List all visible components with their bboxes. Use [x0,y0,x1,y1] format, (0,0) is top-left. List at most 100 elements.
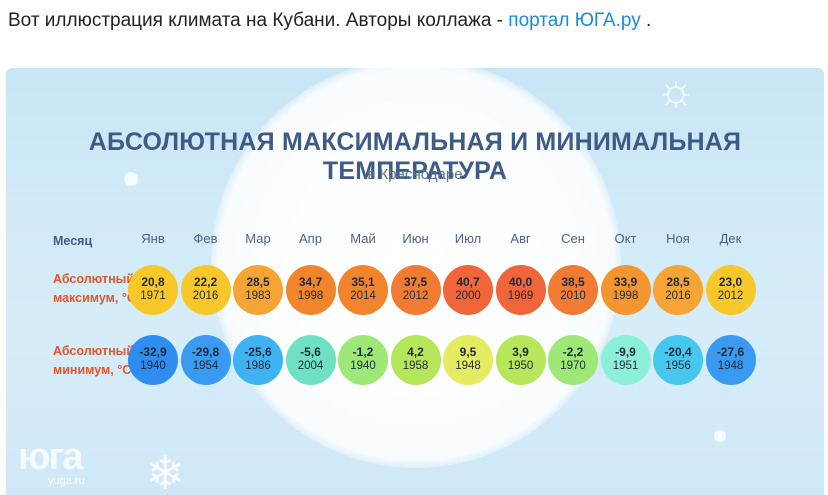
temp-year: 2012 [717,290,744,302]
temp-year: 1950 [507,360,534,372]
max-temp-circle: 33,9 1998 [600,265,651,315]
max-temp-circle: 37,5 2012 [390,265,441,315]
row-label-min: Абсолютный минимум, °C [53,344,135,377]
temp-year: 1940 [350,360,376,372]
min-temp-circle: -29,8 1954 [180,335,231,385]
temp-year: 1998 [612,290,639,302]
month-label: Ноя [666,231,690,246]
infographic-title: АБСОЛЮТНАЯ МАКСИМАЛЬНАЯ И МИНИМАЛЬНАЯ ТЕ… [88,128,742,185]
temp-value: 28,5 [666,275,690,289]
min-temp-circle: -20,4 1956 [653,335,703,385]
temp-year: 1971 [140,290,166,302]
temp-value: -25,6 [244,345,272,359]
max-temp-circle: 28,5 2016 [653,265,703,315]
temp-value: 4,2 [407,345,424,359]
min-temp-circle: 4,2 1958 [390,335,441,385]
watermark-site: yuga.ru [48,475,85,487]
temp-year: 1986 [245,360,271,372]
min-temp-circle: -2,2 1970 [548,335,598,385]
temp-value: 38,5 [561,275,585,289]
month-label: Июн [402,231,429,246]
temp-year: 1970 [560,360,586,372]
max-temp-circle: 20,8 1971 [128,265,178,315]
temp-year: 1956 [665,360,691,372]
temp-value: -9,9 [615,345,636,359]
max-temp-circle: 40,7 2000 [443,265,493,315]
max-temp-circle: 28,5 1983 [233,265,283,315]
min-temp-circle: 9,5 1948 [443,335,493,385]
temp-value: -5,6 [300,345,321,359]
infographic-subtitle: в Краснодаре [367,166,463,183]
temp-year: 1954 [192,360,219,372]
min-temp-circle: -32,9 1940 [128,335,178,385]
min-temp-circle: -5,6 2004 [285,335,336,385]
temp-year: 2004 [297,360,324,372]
climate-infographic: ☼ ❄ юга yuga.ru АБСОЛЮТНАЯ МАКСИМАЛЬНАЯ … [6,68,824,495]
temp-value: -32,9 [139,345,167,359]
temp-year: 2014 [350,290,376,302]
temp-value: -2,2 [562,345,584,359]
temp-value: -20,4 [664,345,692,359]
temp-year: 1998 [297,290,324,302]
temp-value: 28,5 [246,275,270,289]
temp-value: 35,1 [351,275,375,289]
month-label: Дек [719,231,742,246]
temp-year: 2000 [455,290,481,302]
caption-suffix: . [640,10,652,31]
temp-year: 1951 [612,360,639,372]
sparkle-icon [124,172,138,186]
month-label: Май [350,231,376,246]
month-label: Июл [454,231,482,246]
caption-text: Вот иллюстрация климата на Кубани. Автор… [8,10,509,31]
month-label: Окт [614,231,637,246]
month-label: Авг [510,231,531,246]
temp-year: 1940 [140,360,166,372]
max-temp-circle: 40,0 1969 [495,265,546,315]
temp-year: 1958 [402,360,429,372]
temp-value: 40,0 [508,275,533,289]
min-temp-circle: -9,9 1951 [600,335,651,385]
caption: Вот иллюстрация климата на Кубани. Автор… [8,10,651,32]
temp-year: 1948 [717,360,744,372]
min-temp-circle: -25,6 1986 [233,335,283,385]
row-label-month: Месяц [53,234,93,248]
row-label-max: Абсолютный максимум, °C [53,272,136,305]
max-temp-circle: 22,2 2016 [180,265,231,315]
temp-year: 1969 [507,290,534,302]
temp-value: 9,5 [459,345,477,359]
temp-value: 33,9 [613,275,638,289]
temp-value: 23,0 [718,275,743,289]
temp-value: 22,2 [193,275,218,289]
temp-value: -29,8 [191,345,220,359]
temp-year: 2016 [192,290,219,302]
temp-value: -1,2 [352,345,374,359]
max-temp-circle: 38,5 2010 [548,265,598,315]
month-label: Мар [245,231,271,246]
portal-yuga-link[interactable]: портал ЮГА.ру [508,10,641,31]
min-temp-circle: 3,9 1950 [495,335,546,385]
month-label: Фев [193,231,218,246]
sparkle-icon [714,430,726,442]
max-temp-circle: 34,7 1998 [285,265,336,315]
min-temp-circle: -1,2 1940 [338,335,388,385]
temp-value: 40,7 [456,275,480,289]
temp-year: 1948 [455,360,481,372]
temp-year: 2010 [560,290,586,302]
temp-year: 2012 [402,290,429,302]
min-temp-circle: -27,6 1948 [705,335,756,385]
sun-icon: ☼ [655,68,696,115]
month-label: Апр [299,231,322,246]
month-label: Сен [561,231,585,246]
temp-value: 20,8 [141,275,165,289]
temp-year: 2016 [665,290,691,302]
snowflake-icon: ❄ [146,447,185,495]
temp-value: 34,7 [298,275,323,289]
watermark-logo: юга [18,436,83,478]
temp-value: 37,5 [403,275,428,289]
temp-value: -27,6 [716,345,745,359]
month-label: Янв [141,231,165,246]
max-temp-circle: 23,0 2012 [705,265,756,315]
temp-year: 1983 [245,290,271,302]
max-temp-circle: 35,1 2014 [338,265,388,315]
temp-value: 3,9 [512,345,529,359]
